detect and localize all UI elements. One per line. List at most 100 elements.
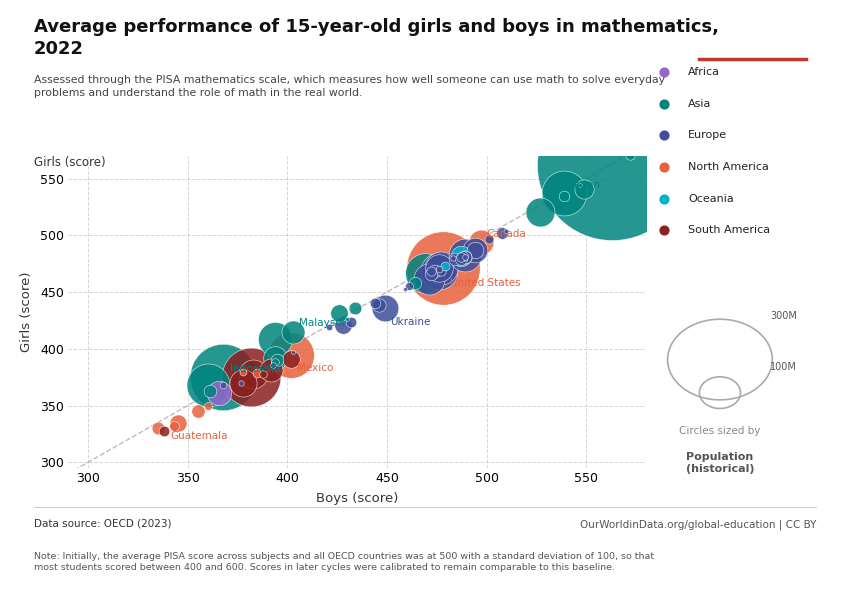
Point [202, 386, 216, 395]
Text: Indonesia: Indonesia [230, 364, 280, 374]
Point [269, 358, 282, 367]
Point [408, 278, 422, 288]
Point [269, 334, 282, 343]
Point [285, 350, 298, 359]
Point [257, 369, 270, 379]
Point [432, 265, 445, 274]
Point [456, 251, 469, 260]
Point [458, 252, 472, 262]
Point [372, 300, 386, 310]
Y-axis label: Girls (score): Girls (score) [20, 272, 33, 352]
Text: Japan: Japan [571, 180, 600, 190]
Point [286, 347, 300, 357]
Point [190, 406, 204, 416]
Text: Our World: Our World [724, 23, 780, 33]
Text: Guatemala: Guatemala [171, 431, 228, 441]
Text: Oceania: Oceania [688, 194, 734, 204]
Point [167, 421, 180, 431]
Point [428, 266, 441, 275]
Text: North America: North America [688, 162, 769, 172]
Text: Average performance of 15-year-old girls and boys in mathematics,
2022: Average performance of 15-year-old girls… [34, 18, 719, 58]
Text: Canada: Canada [486, 229, 526, 239]
Point [235, 378, 248, 388]
Point [482, 234, 496, 244]
Text: Mexico: Mexico [297, 363, 333, 373]
Point [432, 266, 445, 275]
Point [454, 251, 468, 260]
Point [448, 254, 462, 264]
Text: Malaysia: Malaysia [299, 318, 344, 328]
Point [436, 263, 450, 273]
Point [438, 261, 451, 271]
Point [418, 268, 432, 278]
Point [340, 314, 354, 324]
Point [251, 368, 264, 377]
Point [500, 226, 513, 236]
Point [286, 327, 300, 337]
Point [246, 369, 260, 379]
Point [458, 252, 472, 262]
Point [458, 250, 472, 260]
Point [201, 380, 214, 390]
Point [454, 252, 468, 262]
Point [201, 401, 214, 410]
Point [422, 274, 435, 283]
Text: United States: United States [450, 278, 520, 289]
Point [264, 365, 278, 375]
Point [368, 299, 382, 308]
Text: Circles sized by: Circles sized by [679, 426, 761, 436]
Point [577, 184, 591, 194]
Text: South America: South America [688, 226, 770, 235]
Point [344, 317, 358, 326]
Text: Europe: Europe [688, 130, 728, 140]
Point [458, 252, 472, 262]
Point [424, 269, 438, 279]
X-axis label: Boys (score): Boys (score) [316, 492, 398, 505]
Point [332, 308, 346, 317]
Point [171, 418, 184, 427]
Point [157, 426, 171, 436]
Point [574, 181, 587, 190]
Text: in Data: in Data [733, 42, 772, 52]
Point [432, 263, 445, 273]
Point [269, 353, 282, 363]
Point [534, 207, 547, 217]
Text: Note: Initially, the average PISA score across subjects and all OECD countries w: Note: Initially, the average PISA score … [34, 552, 654, 572]
Point [454, 254, 468, 264]
Point [398, 284, 411, 293]
Point [473, 238, 487, 247]
Point [623, 150, 637, 160]
Text: Ukraine: Ukraine [390, 317, 431, 326]
Point [424, 266, 438, 275]
Text: OurWorldinData.org/global-education | CC BY: OurWorldinData.org/global-education | CC… [580, 519, 816, 529]
Point [378, 303, 392, 313]
Point [245, 373, 258, 382]
Text: Asia: Asia [688, 98, 711, 109]
Point [267, 360, 280, 370]
Point [434, 263, 447, 273]
Point [605, 160, 619, 170]
Point [236, 378, 250, 388]
Text: Assessed through the PISA mathematics scale, which measures how well someone can: Assessed through the PISA mathematics sc… [34, 75, 665, 98]
Point [558, 188, 571, 198]
Point [468, 245, 481, 255]
Text: Africa: Africa [688, 67, 720, 77]
Point [337, 320, 350, 330]
Point [212, 388, 226, 398]
Point [446, 253, 460, 263]
Text: Data source: OECD (2023): Data source: OECD (2023) [34, 519, 172, 529]
Text: 100M: 100M [770, 362, 797, 372]
Point [217, 380, 230, 390]
Point [558, 191, 571, 200]
Point [236, 367, 250, 376]
Point [217, 373, 230, 382]
Point [285, 354, 298, 364]
Point [322, 323, 336, 332]
Point [270, 355, 284, 365]
Point [151, 424, 165, 433]
Point [468, 245, 481, 255]
Text: Population
(historical): Population (historical) [686, 452, 754, 474]
Point [402, 281, 416, 291]
Point [434, 266, 447, 275]
Point [348, 303, 362, 313]
